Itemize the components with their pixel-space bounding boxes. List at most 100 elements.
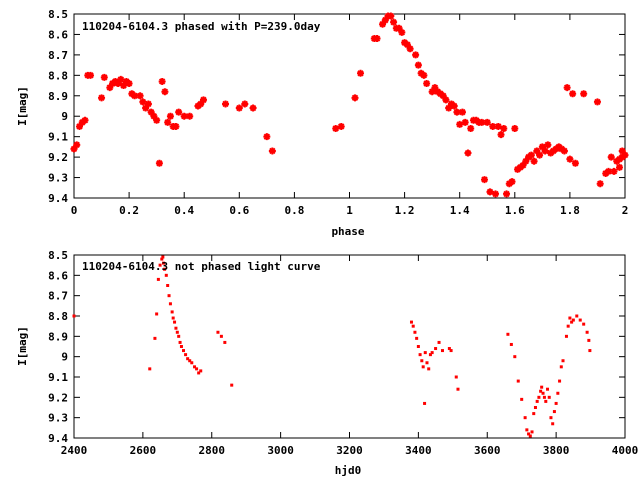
- phased-data-point: [381, 16, 389, 24]
- phased-data-point: [533, 147, 541, 155]
- unphased-data-point: [564, 334, 568, 338]
- unphased-x-tick-label: 2600: [130, 444, 157, 457]
- phased-data-point: [117, 75, 125, 83]
- phased-y-tick-label: 9.1: [48, 131, 68, 144]
- unphased-data-point: [193, 365, 197, 369]
- unphased-x-tick-label: 3400: [405, 444, 432, 457]
- phased-data-point: [106, 84, 114, 92]
- unphased-data-point: [423, 351, 427, 355]
- phased-data-point: [249, 104, 257, 112]
- unphased-data-point: [437, 340, 441, 344]
- phased-data-point: [175, 108, 183, 116]
- unphased-y-tick-label: 9.3: [48, 412, 68, 425]
- unphased-data-point: [559, 365, 563, 369]
- unphased-data-point: [506, 332, 510, 336]
- phased-x-tick-label: 1.6: [505, 204, 525, 217]
- unphased-data-point: [578, 318, 582, 322]
- phased-y-tick-label: 9.3: [48, 172, 68, 185]
- phased-data-point: [464, 149, 472, 157]
- unphased-x-tick-label: 3200: [336, 444, 363, 457]
- unphased-data-point: [527, 432, 531, 436]
- unphased-data-point: [425, 361, 429, 365]
- unphased-data-point: [434, 347, 438, 351]
- unphased-data-point: [516, 379, 520, 383]
- phased-data-point: [538, 143, 546, 151]
- phased-data-point: [387, 12, 395, 20]
- phased-data-point: [161, 88, 169, 96]
- unphased-data-point: [539, 389, 543, 393]
- phased-data-point: [398, 28, 406, 36]
- unphased-data-point: [513, 355, 517, 359]
- phased-data-point: [445, 104, 453, 112]
- unphased-data-point: [415, 336, 419, 340]
- phased-data-point: [125, 80, 133, 88]
- phased-data-point: [153, 116, 161, 124]
- unphased-x-tick-label: 3800: [543, 444, 570, 457]
- unphased-x-tick-label: 3600: [474, 444, 501, 457]
- phased-data-point: [541, 147, 549, 155]
- unphased-data-point: [155, 312, 159, 316]
- unphased-data-point: [428, 353, 432, 357]
- unphased-data-point: [168, 302, 172, 306]
- unphased-data-point: [549, 416, 553, 420]
- unphased-x-ticks: 2400 2600 2800 3000 3200 3400 3600 3800 4000: [61, 255, 639, 457]
- unphased-data-point: [197, 371, 201, 375]
- phased-data-point: [390, 18, 398, 26]
- unphased-y-tick-label: 9.1: [48, 371, 68, 384]
- phased-y-tick-label: 8.9: [48, 90, 68, 103]
- phased-data-point: [100, 73, 108, 81]
- unphased-data-point: [556, 391, 560, 395]
- unphased-data-point: [575, 314, 579, 318]
- phased-data-point: [87, 71, 95, 79]
- unphased-plot-frame: [73, 254, 626, 439]
- unphased-data-point: [427, 367, 431, 371]
- unphased-data-point: [182, 349, 186, 353]
- unphased-plot-title: 110204-6104.3 not phased light curve: [82, 260, 321, 273]
- phased-data-point: [456, 120, 464, 128]
- phased-data-point: [544, 141, 552, 149]
- unphased-data-point: [161, 255, 165, 259]
- unphased-y-axis-label: I[mag]: [16, 326, 29, 366]
- unphased-data-point: [520, 397, 524, 401]
- unphased-data-point: [530, 430, 534, 434]
- unphased-data-point: [160, 257, 164, 261]
- unphased-y-tick-label: 9.2: [48, 391, 68, 404]
- phased-data-point: [442, 96, 450, 104]
- unphased-y-tick-label: 8.6: [48, 269, 68, 282]
- phased-y-tick-label: 8.5: [48, 8, 68, 21]
- phased-x-tick-label: 1.8: [560, 204, 580, 217]
- phased-data-point: [414, 61, 422, 69]
- unphased-data-point: [540, 385, 544, 389]
- phased-data-point: [268, 147, 276, 155]
- phased-data-point: [439, 92, 447, 100]
- phased-x-axis-label: phase: [331, 225, 364, 238]
- unphased-data-point: [537, 395, 541, 399]
- unphased-x-tick-label: 4000: [612, 444, 639, 457]
- phased-data-point: [519, 161, 527, 169]
- unphased-data-point: [148, 367, 152, 371]
- phased-x-tick-label: 2: [622, 204, 629, 217]
- phased-data-point: [166, 112, 174, 120]
- phased-data-point: [155, 159, 163, 167]
- phased-data-point: [406, 45, 414, 53]
- unphased-x-axis-label: hjd0: [335, 464, 362, 477]
- phased-data-point: [136, 92, 144, 100]
- phased-data-point: [114, 80, 122, 88]
- unphased-data-point: [223, 340, 227, 344]
- unphased-data-point: [163, 267, 167, 271]
- unphased-y-tick-label: 8.5: [48, 249, 68, 262]
- unphased-data-point: [216, 330, 220, 334]
- unphased-data-point: [430, 351, 434, 355]
- unphased-data-point: [421, 365, 425, 369]
- unphased-data-point: [170, 310, 174, 314]
- phased-data-point: [172, 122, 180, 130]
- unphased-data-point: [72, 314, 76, 318]
- phased-data-point: [560, 147, 568, 155]
- phased-data-point: [139, 98, 147, 106]
- phased-data-point: [263, 133, 271, 141]
- unphased-data-point: [190, 361, 194, 365]
- phased-data-point: [500, 124, 508, 132]
- unphased-data-point: [454, 375, 458, 379]
- phased-data-point: [450, 102, 458, 110]
